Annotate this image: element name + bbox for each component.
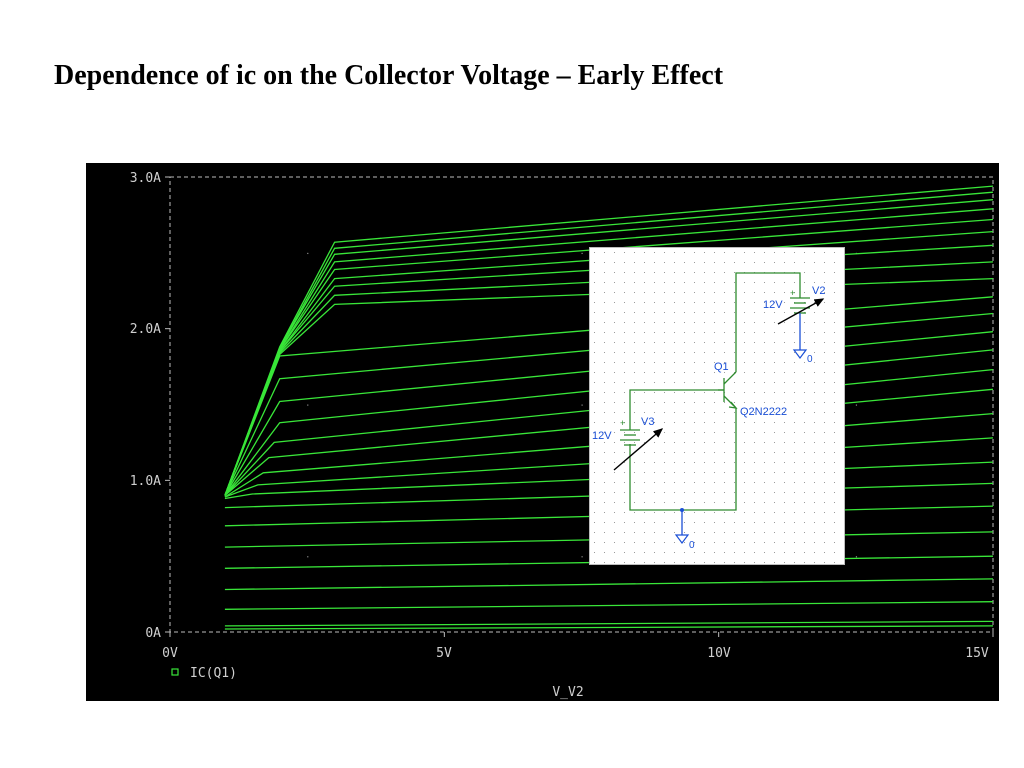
v2-name-label: V2 xyxy=(812,285,825,297)
q1-name-label: Q1 xyxy=(714,361,729,373)
plot-frame xyxy=(165,176,994,637)
plot-svg: 3.0A 2.0A 1.0A 0A 0V 5V 10V 15V IC(Q1) V… xyxy=(130,171,994,700)
v3-variable-arrow xyxy=(613,428,664,471)
v2-value-label: 12V xyxy=(763,299,783,311)
v2-plus-sign: + xyxy=(790,288,795,298)
grid-dot xyxy=(581,404,583,406)
y-tick-label: 2.0A xyxy=(130,322,161,337)
x-axis-title: V_V2 xyxy=(552,685,583,700)
x-tick-label: 5V xyxy=(436,646,452,661)
ground-top-symbol: 0 xyxy=(792,349,813,365)
circuit-schematic: + V2 12V 0 Q1 Q2N2222 xyxy=(589,247,845,565)
schematic-svg: + V2 12V 0 Q1 Q2N2222 xyxy=(590,248,844,564)
v3-plus-sign: + xyxy=(620,418,625,428)
v2-variable-arrow xyxy=(777,298,825,325)
ground-top-label: 0 xyxy=(807,354,813,365)
y-tick-label: 3.0A xyxy=(130,171,161,186)
x-tick-label: 10V xyxy=(707,646,731,661)
grid-dot xyxy=(307,404,309,406)
ground-bottom-symbol: 0 xyxy=(674,508,695,551)
legend-marker xyxy=(171,668,179,676)
grid-dot xyxy=(307,252,309,255)
v3-name-label: V3 xyxy=(641,416,654,428)
tick-group: 3.0A 2.0A 1.0A 0A 0V 5V 10V 15V xyxy=(130,171,989,661)
grid-dot xyxy=(581,556,583,558)
q1-model-label: Q2N2222 xyxy=(740,406,787,418)
ground-bottom-label: 0 xyxy=(689,540,695,551)
q1-transistor xyxy=(718,366,738,416)
x-tick-label: 15V xyxy=(965,646,989,661)
v3-value-label: 12V xyxy=(592,430,612,442)
v2-source: + V2 12V xyxy=(763,285,825,350)
plot-frame-border xyxy=(169,176,994,633)
ic-curve xyxy=(224,185,994,496)
ic-curve xyxy=(224,620,994,627)
x-tick-label: 0V xyxy=(162,646,178,661)
y-tick-label: 1.0A xyxy=(130,474,161,489)
grid-dot xyxy=(855,404,858,406)
ic-curve xyxy=(224,625,994,630)
probe-plot-panel: 3.0A 2.0A 1.0A 0A 0V 5V 10V 15V IC(Q1) V… xyxy=(86,163,999,701)
wire-collector-loop xyxy=(735,272,801,366)
grid-dot xyxy=(581,252,583,255)
v3-source: + V3 12V xyxy=(592,416,664,471)
grid-dot xyxy=(307,556,309,558)
grid-dot xyxy=(855,556,858,558)
wire-base-loop xyxy=(629,389,724,422)
y-tick-label: 0A xyxy=(145,626,161,641)
ic-curve xyxy=(224,578,994,591)
legend-label: IC(Q1) xyxy=(190,666,237,681)
schematic-grid xyxy=(590,248,844,564)
ic-curve xyxy=(224,601,994,610)
slide-title: Dependence of ic on the Collector Voltag… xyxy=(54,60,724,91)
